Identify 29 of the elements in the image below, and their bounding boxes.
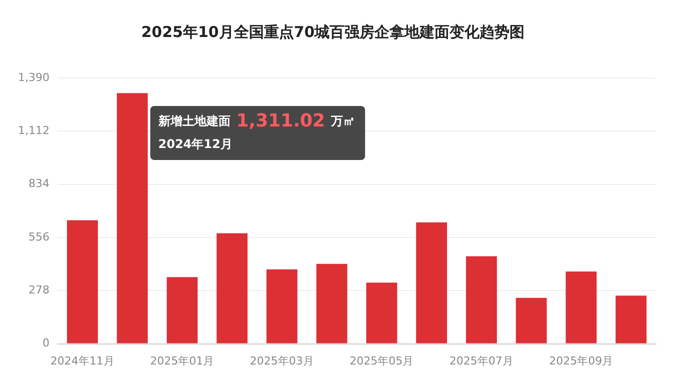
bar: [566, 272, 597, 344]
bar: [316, 264, 348, 344]
y-tick-label: 1,390: [18, 70, 50, 84]
bar: [266, 269, 298, 344]
bar: [616, 296, 647, 344]
bar: [516, 298, 547, 344]
annotation: 2024年12月: [158, 137, 232, 152]
bar: [216, 233, 248, 344]
x-tick-label: 2025年01月: [150, 354, 214, 368]
annotation: 1,311.02: [236, 110, 326, 132]
annotation: 新增土地建面: [157, 114, 230, 128]
x-tick-label: 2025年05月: [350, 354, 414, 368]
y-tick-label: 278: [28, 284, 50, 296]
bar: [416, 222, 448, 344]
y-tick-label: 556: [28, 230, 50, 244]
chart-title: 2025年10月全国重点70城百强房企拿地建面变化趋势图: [141, 22, 525, 41]
bar: [66, 220, 98, 344]
x-tick-label: 2025年07月: [449, 354, 514, 368]
y-tick-label: 1,112: [18, 124, 50, 138]
y-tick-label: 0: [42, 336, 50, 350]
x-tick-label: 2025年03月: [250, 354, 314, 368]
x-tick-label: 2025年09月: [549, 354, 614, 368]
bar: [366, 282, 398, 344]
y-tick-label: 834: [28, 177, 50, 190]
bar: [466, 256, 497, 344]
annotation: 万㎡: [330, 114, 356, 128]
bar: [166, 277, 198, 344]
bar: [116, 93, 148, 344]
x-tick-label: 2024年11月: [50, 354, 114, 368]
